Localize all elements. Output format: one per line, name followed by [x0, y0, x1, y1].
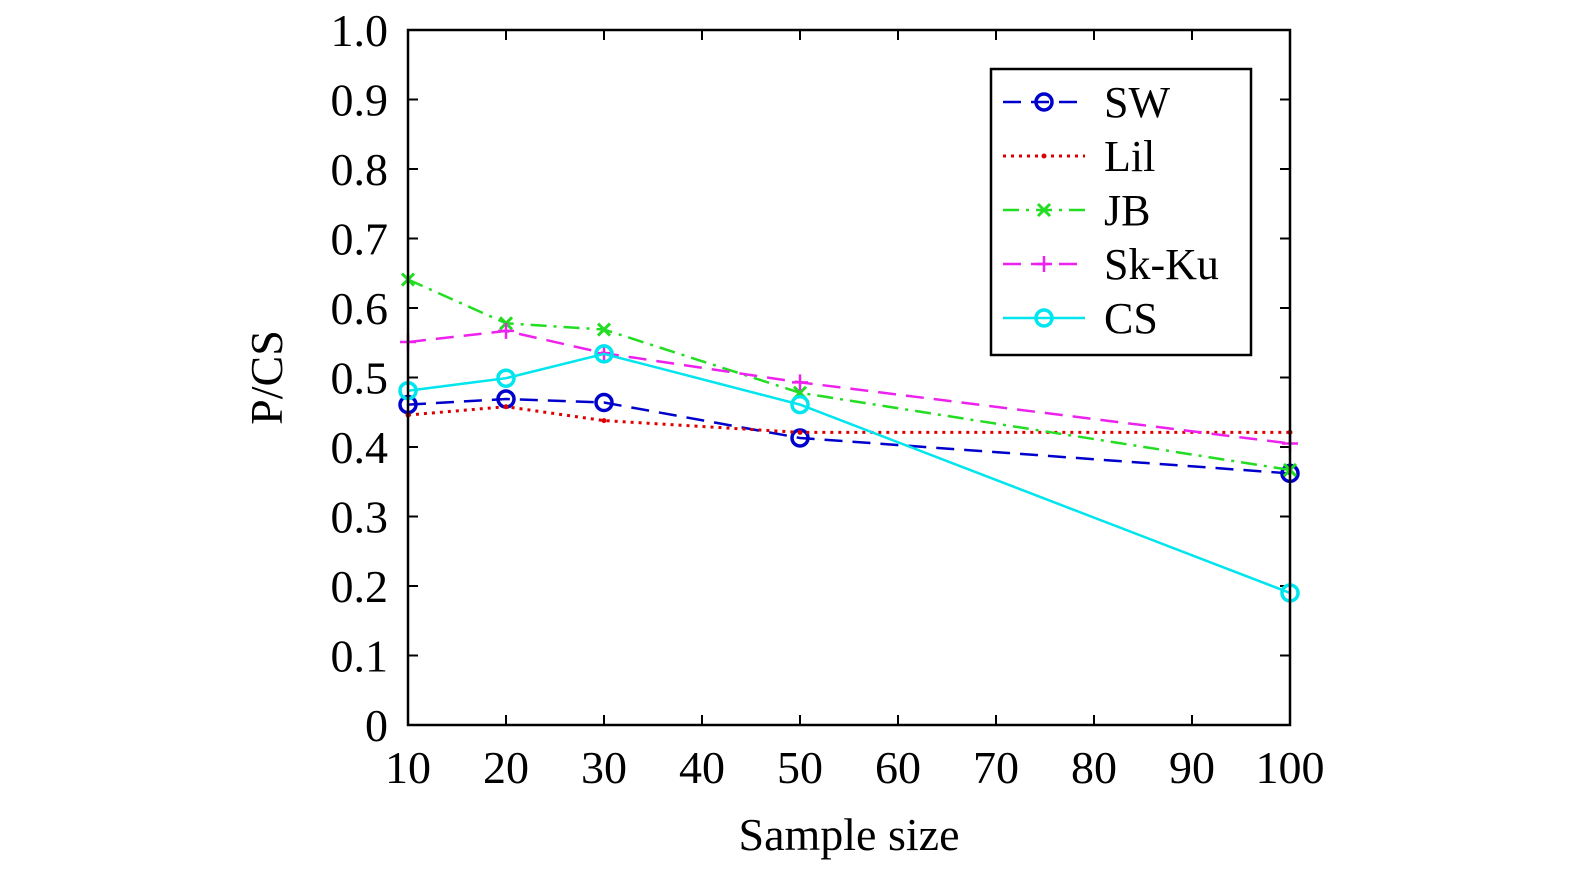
legend-marker-sk-ku [1036, 256, 1052, 272]
y-tick-label: 0.6 [331, 283, 389, 334]
data-point-lil [503, 404, 509, 410]
legend-label-sw: SW [1104, 78, 1170, 127]
y-tick-label: 0.5 [331, 353, 389, 404]
series-lil [405, 404, 1293, 435]
data-point-cs [790, 394, 810, 415]
legend: SW Lil JB Sk-Ku CS [989, 67, 1253, 357]
x-tick-label: 40 [679, 742, 725, 793]
legend-label-cs: CS [1104, 294, 1158, 343]
legend-marker-lil [1041, 153, 1047, 159]
legend-label-sk-ku: Sk-Ku [1104, 240, 1219, 289]
y-axis-label: P/CS [241, 330, 292, 425]
data-point-cs [496, 368, 516, 388]
y-tick-label: 0.7 [331, 214, 389, 265]
x-tick-label: 100 [1256, 742, 1325, 793]
data-point-sk-ku [792, 374, 808, 391]
legend-item-lil: Lil [1003, 132, 1155, 181]
series-line-lil [407, 405, 1290, 434]
legend-label-lil: Lil [1104, 132, 1155, 181]
series-cs [398, 344, 1300, 603]
x-tick-label: 80 [1071, 742, 1117, 793]
data-point-cs [594, 344, 614, 364]
x-axis-label: Sample size [739, 809, 960, 860]
x-tick-label: 70 [973, 742, 1019, 793]
x-tick-label: 60 [875, 742, 921, 793]
legend-item-cs: CS [1003, 294, 1158, 343]
plot-frame [406, 28, 1292, 727]
legend-marker-cs [1034, 308, 1054, 328]
legend-item-sw: SW [1003, 78, 1170, 127]
data-point-jb [596, 322, 612, 337]
data-point-lil [797, 429, 803, 435]
x-tick-label: 20 [483, 742, 529, 793]
y-tick-label: 0.8 [331, 144, 389, 195]
series-sw [398, 389, 1300, 484]
data-point-sw [594, 392, 614, 413]
y-tick-label: 0.9 [331, 75, 389, 126]
legend-marker-sw [1034, 92, 1054, 112]
y-tick-label: 0.2 [331, 561, 389, 612]
data-point-sk-ku [498, 322, 514, 339]
y-tick-label: 0.1 [331, 631, 389, 682]
legend-item-sk-ku: Sk-Ku [1003, 240, 1219, 289]
x-tick-label: 50 [777, 742, 823, 793]
y-tick-label: 0.3 [331, 492, 389, 543]
x-tick-label: 90 [1169, 742, 1215, 793]
y-tick-label: 1.0 [331, 5, 389, 56]
y-tick-label: 0 [365, 700, 388, 751]
legend-label-jb: JB [1104, 186, 1150, 235]
legend-item-jb: JB [1003, 186, 1150, 235]
series-line-cs [407, 352, 1291, 595]
x-tick-label: 30 [581, 742, 627, 793]
data-point-lil [601, 418, 607, 424]
series-line-sw [407, 397, 1291, 475]
y-tick-label: 0.4 [331, 422, 389, 473]
legend-box [989, 67, 1253, 357]
legend-marker-jb [1036, 202, 1052, 218]
axis-ticks: 10 20 30 40 50 60 70 80 90 100 0 0.1 0.2 0.3 0.4 0.5 0.6… [331, 5, 1325, 793]
x-tick-label: 10 [385, 742, 431, 793]
